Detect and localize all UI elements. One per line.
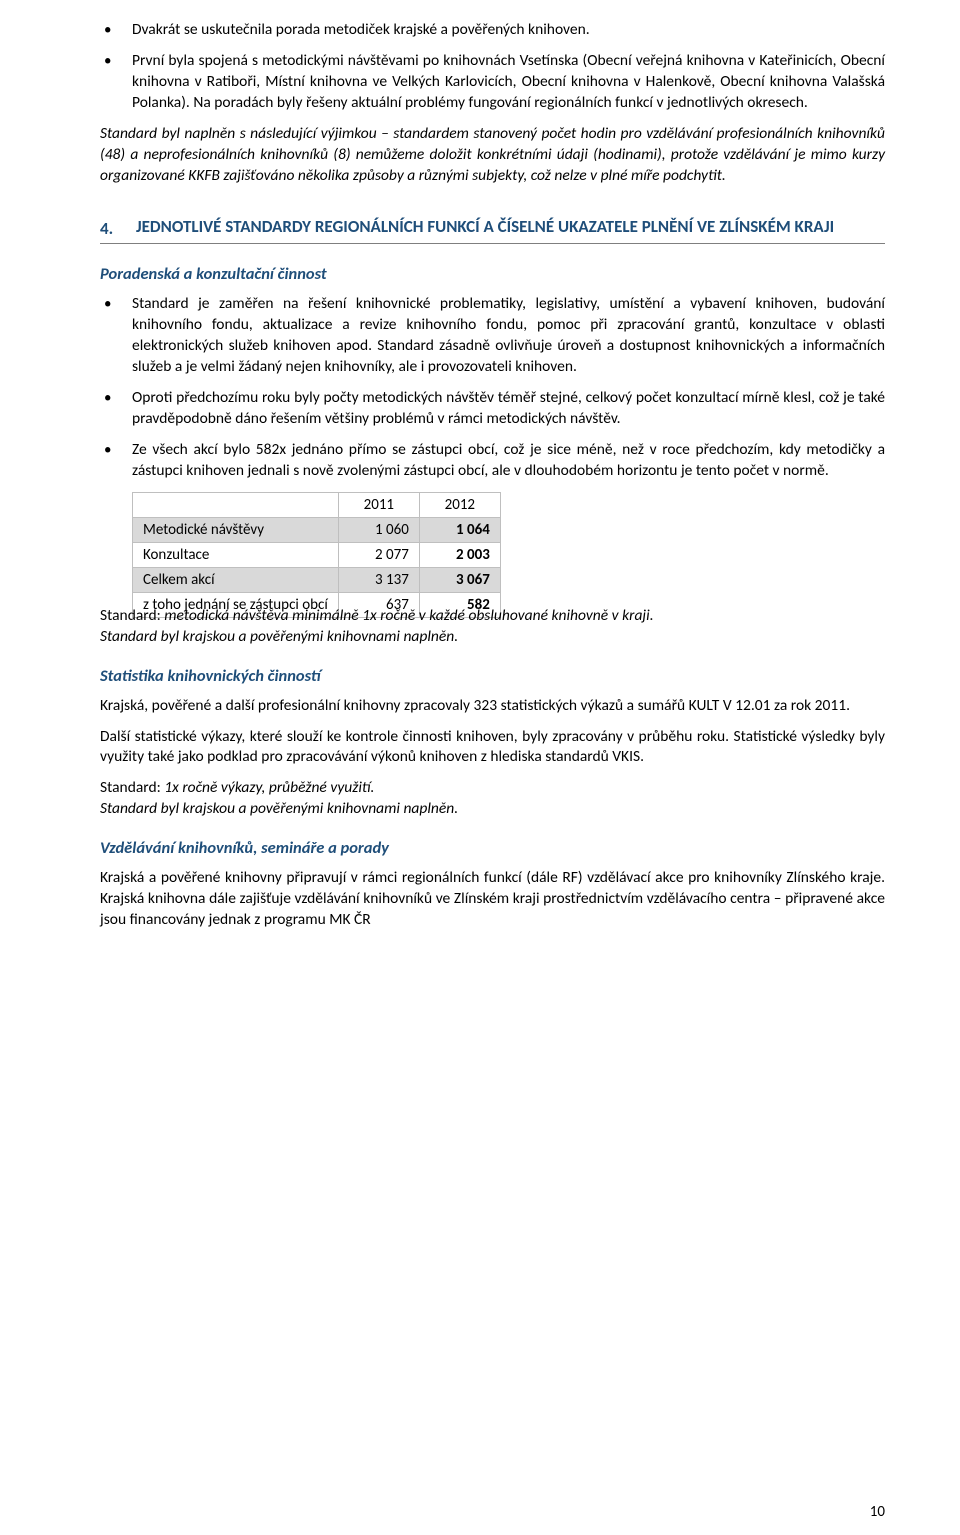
section-rule	[100, 243, 885, 244]
table-header-cell: 2011	[338, 492, 419, 517]
table-cell-label: Metodické návštěvy	[133, 517, 339, 542]
section-number: 4.	[100, 218, 136, 241]
standard-def-advisory: Standard: metodická návštěva minimálně 1…	[100, 606, 885, 627]
advisory-bullets: Standard je zaměřen na řešení knihovnick…	[100, 294, 885, 481]
statistics-p1: Krajská, pověřené a další profesionální …	[100, 696, 885, 717]
page: Dvakrát se uskutečnila porada metodiček …	[0, 0, 960, 1535]
table-row: Celkem akcí 3 137 3 067	[133, 567, 501, 592]
standard-def-statistics: Standard: 1x ročně výkazy, průběžné využ…	[100, 778, 885, 799]
table-header-cell	[133, 492, 339, 517]
standard-def-text: metodická návštěva minimálně 1x ročně v …	[164, 606, 653, 625]
list-item: Standard je zaměřen na řešení knihovnick…	[100, 294, 885, 378]
advisory-table: 2011 2012 Metodické návštěvy 1 060 1 064…	[132, 492, 501, 618]
page-number: 10	[870, 1503, 885, 1521]
table-cell: 1 064	[419, 517, 500, 542]
table-cell: 1 060	[338, 517, 419, 542]
subheading-advisory: Poradenská a konzultační činnost	[100, 264, 885, 284]
subheading-education: Vzdělávání knihovníků, semináře a porady	[100, 838, 885, 858]
list-item: První byla spojená s metodickými návštěv…	[100, 51, 885, 114]
table-cell-label: Celkem akcí	[133, 567, 339, 592]
list-item: Dvakrát se uskutečnila porada metodiček …	[100, 20, 885, 41]
table-cell: 2 003	[419, 542, 500, 567]
table-row: Konzultace 2 077 2 003	[133, 542, 501, 567]
subheading-statistics: Statistika knihovnických činností	[100, 666, 885, 686]
table-cell: 2 077	[338, 542, 419, 567]
table-header-row: 2011 2012	[133, 492, 501, 517]
table-header-cell: 2012	[419, 492, 500, 517]
table-row: Metodické návštěvy 1 060 1 064	[133, 517, 501, 542]
intro-bullets: Dvakrát se uskutečnila porada metodiček …	[100, 20, 885, 114]
standard-def-text: 1x ročně výkazy, průběžné využití.	[164, 778, 374, 797]
standard-met-statistics: Standard byl krajskou a pověřenými kniho…	[100, 799, 885, 820]
statistics-p2: Další statistické výkazy, které slouží k…	[100, 727, 885, 769]
standard-note: Standard byl naplněn s následující výjim…	[100, 124, 885, 187]
section-title: JEDNOTLIVÉ STANDARDY REGIONÁLNÍCH FUNKCÍ…	[136, 216, 834, 241]
table-cell: 3 067	[419, 567, 500, 592]
standard-met-advisory: Standard byl krajskou a pověřenými kniho…	[100, 627, 885, 648]
section-heading: 4. JEDNOTLIVÉ STANDARDY REGIONÁLNÍCH FUN…	[100, 216, 885, 241]
list-item: Ze všech akcí bylo 582x jednáno přímo se…	[100, 440, 885, 482]
list-item: Oproti předchozímu roku byly počty metod…	[100, 388, 885, 430]
education-p1: Krajská a pověřené knihovny připravují v…	[100, 868, 885, 931]
table-cell: 3 137	[338, 567, 419, 592]
table-cell-label: Konzultace	[133, 542, 339, 567]
